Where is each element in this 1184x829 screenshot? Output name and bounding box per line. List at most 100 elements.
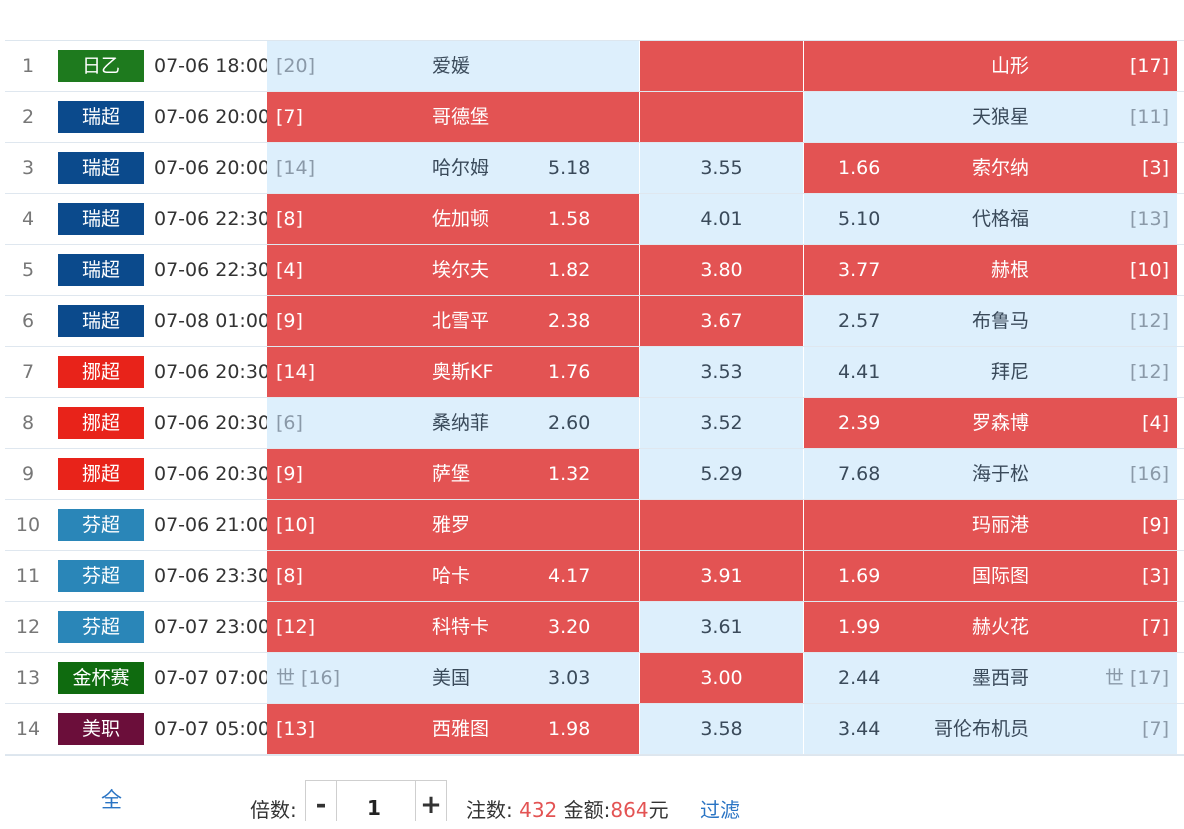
draw-option[interactable] [640, 500, 803, 550]
home-rank: [7] [276, 106, 303, 128]
home-win-option[interactable]: [14] 哈尔姆 5.18 [267, 143, 639, 193]
draw-odds: 3.61 [700, 616, 743, 638]
home-win-option[interactable]: [8] 佐加顿 1.58 [267, 194, 639, 244]
home-win-option[interactable]: [20] 爱媛 [267, 41, 639, 91]
league-badge[interactable]: 芬超 [58, 509, 144, 541]
home-team-name: 雅罗 [432, 514, 471, 536]
league-badge[interactable]: 美职 [58, 713, 144, 745]
home-team-name: 科特卡 [432, 616, 490, 638]
draw-option[interactable]: 3.61 [640, 602, 803, 652]
away-win-option[interactable]: 1.66 索尔纳 [3] [804, 143, 1177, 193]
away-team-name: 罗森博 [971, 412, 1029, 434]
away-win-option[interactable]: 7.68 海于松 [16] [804, 449, 1177, 499]
away-win-option[interactable]: 1.69 国际图 [3] [804, 551, 1177, 601]
select-all-button[interactable]: 全 [101, 788, 122, 812]
home-win-option[interactable]: [8] 哈卡 4.17 [267, 551, 639, 601]
away-team-name: 墨西哥 [971, 667, 1029, 689]
draw-option[interactable]: 3.55 [640, 143, 803, 193]
away-win-option[interactable]: 5.10 代格福 [13] [804, 194, 1177, 244]
home-win-option[interactable]: [7] 哥德堡 [267, 92, 639, 142]
away-win-option[interactable]: 4.41 拜尼 [12] [804, 347, 1177, 397]
bet-summary: 注数: 432 金额:864元 [466, 794, 669, 823]
league-badge[interactable]: 挪超 [58, 356, 144, 388]
away-rank: [7] [1142, 616, 1169, 638]
away-win-option[interactable]: 2.57 布鲁马 [12] [804, 296, 1177, 346]
draw-option[interactable]: 3.52 [640, 398, 803, 448]
away-win-option[interactable]: 2.44 墨西哥 世 [17] [804, 653, 1177, 703]
away-win-option[interactable]: 1.99 赫火花 [7] [804, 602, 1177, 652]
league-badge[interactable]: 芬超 [58, 560, 144, 592]
draw-odds: 3.80 [700, 259, 743, 281]
home-win-option[interactable]: [4] 埃尔夫 1.82 [267, 245, 639, 295]
league-badge[interactable]: 挪超 [58, 458, 144, 490]
league-badge[interactable]: 瑞超 [58, 305, 144, 337]
away-win-odds: 4.41 [838, 361, 881, 383]
match-time: 07-06 20:30 [154, 463, 271, 485]
multiplier-stepper: - + [305, 780, 447, 821]
draw-option[interactable]: 5.29 [640, 449, 803, 499]
home-win-option[interactable]: [14] 奥斯KF 1.76 [267, 347, 639, 397]
home-win-option[interactable]: [12] 科特卡 3.20 [267, 602, 639, 652]
home-win-option[interactable]: [13] 西雅图 1.98 [267, 704, 639, 754]
draw-option[interactable]: 3.91 [640, 551, 803, 601]
away-win-odds: 1.69 [838, 565, 881, 587]
league-badge[interactable]: 瑞超 [58, 152, 144, 184]
home-win-odds: 4.17 [548, 565, 591, 587]
amount-label: 金额: [563, 798, 611, 822]
draw-option[interactable] [640, 92, 803, 142]
away-win-odds: 5.10 [838, 208, 881, 230]
away-win-option[interactable]: 玛丽港 [9] [804, 500, 1177, 550]
draw-option[interactable]: 4.01 [640, 194, 803, 244]
home-win-option[interactable]: [10] 雅罗 [267, 500, 639, 550]
home-win-option[interactable]: 世 [16] 美国 3.03 [267, 653, 639, 703]
away-win-option[interactable]: 天狼星 [11] [804, 92, 1177, 142]
away-team-name: 赫根 [990, 259, 1029, 281]
away-rank: [16] [1129, 463, 1169, 485]
match-index: 14 [15, 718, 41, 740]
home-rank: [20] [276, 55, 316, 77]
draw-odds [640, 500, 803, 550]
away-team-name: 哥伦布机员 [933, 718, 1029, 740]
match-time: 07-06 23:30 [154, 565, 271, 587]
home-rank: [8] [276, 208, 303, 230]
away-win-option[interactable]: 2.39 罗森博 [4] [804, 398, 1177, 448]
away-win-option[interactable]: 山形 [17] [804, 41, 1177, 91]
league-badge[interactable]: 瑞超 [58, 203, 144, 235]
league-badge[interactable]: 日乙 [58, 50, 144, 82]
match-index: 6 [21, 310, 35, 332]
draw-option[interactable]: 3.53 [640, 347, 803, 397]
match-row: 14 美职 07-07 05:00 [13] 西雅图 1.98 3.58 3.44 哥伦布机员 [… [5, 704, 1184, 755]
away-win-odds: 1.99 [838, 616, 881, 638]
draw-option[interactable] [640, 41, 803, 91]
draw-option[interactable]: 3.80 [640, 245, 803, 295]
league-badge[interactable]: 芬超 [58, 611, 144, 643]
home-win-option[interactable]: [9] 萨堡 1.32 [267, 449, 639, 499]
match-time: 07-06 21:00 [154, 514, 271, 536]
filter-link[interactable]: 过滤 [700, 798, 740, 822]
match-time: 07-07 05:00 [154, 718, 271, 740]
away-win-option[interactable]: 3.44 哥伦布机员 [7] [804, 704, 1177, 754]
draw-odds: 3.67 [700, 310, 743, 332]
match-table: 1 日乙 07-06 18:00 [20] 爱媛 山形 [17] 2 瑞超 07-06 20:00… [5, 40, 1184, 755]
draw-option[interactable]: 3.58 [640, 704, 803, 754]
draw-option[interactable]: 3.67 [640, 296, 803, 346]
home-win-option[interactable]: [6] 桑纳菲 2.60 [267, 398, 639, 448]
away-rank: [3] [1142, 565, 1169, 587]
home-win-option[interactable]: [9] 北雪平 2.38 [267, 296, 639, 346]
away-team-name: 拜尼 [990, 361, 1029, 383]
increase-multiplier-button[interactable]: + [415, 781, 446, 821]
draw-option[interactable]: 3.00 [640, 653, 803, 703]
home-team-name: 佐加顿 [432, 208, 490, 230]
league-badge[interactable]: 金杯赛 [58, 662, 144, 694]
league-badge[interactable]: 瑞超 [58, 254, 144, 286]
league-badge[interactable]: 挪超 [58, 407, 144, 439]
away-rank: [7] [1142, 718, 1169, 740]
bets-label: 注数: [466, 798, 513, 822]
away-win-option[interactable]: 3.77 赫根 [10] [804, 245, 1177, 295]
multiplier-input[interactable] [338, 781, 410, 821]
home-rank: [9] [276, 463, 303, 485]
decrease-multiplier-button[interactable]: - [306, 781, 337, 821]
match-row: 6 瑞超 07-08 01:00 [9] 北雪平 2.38 3.67 2.57 布鲁马 [12] [5, 296, 1184, 347]
match-time: 07-06 18:00 [154, 55, 271, 77]
league-badge[interactable]: 瑞超 [58, 101, 144, 133]
